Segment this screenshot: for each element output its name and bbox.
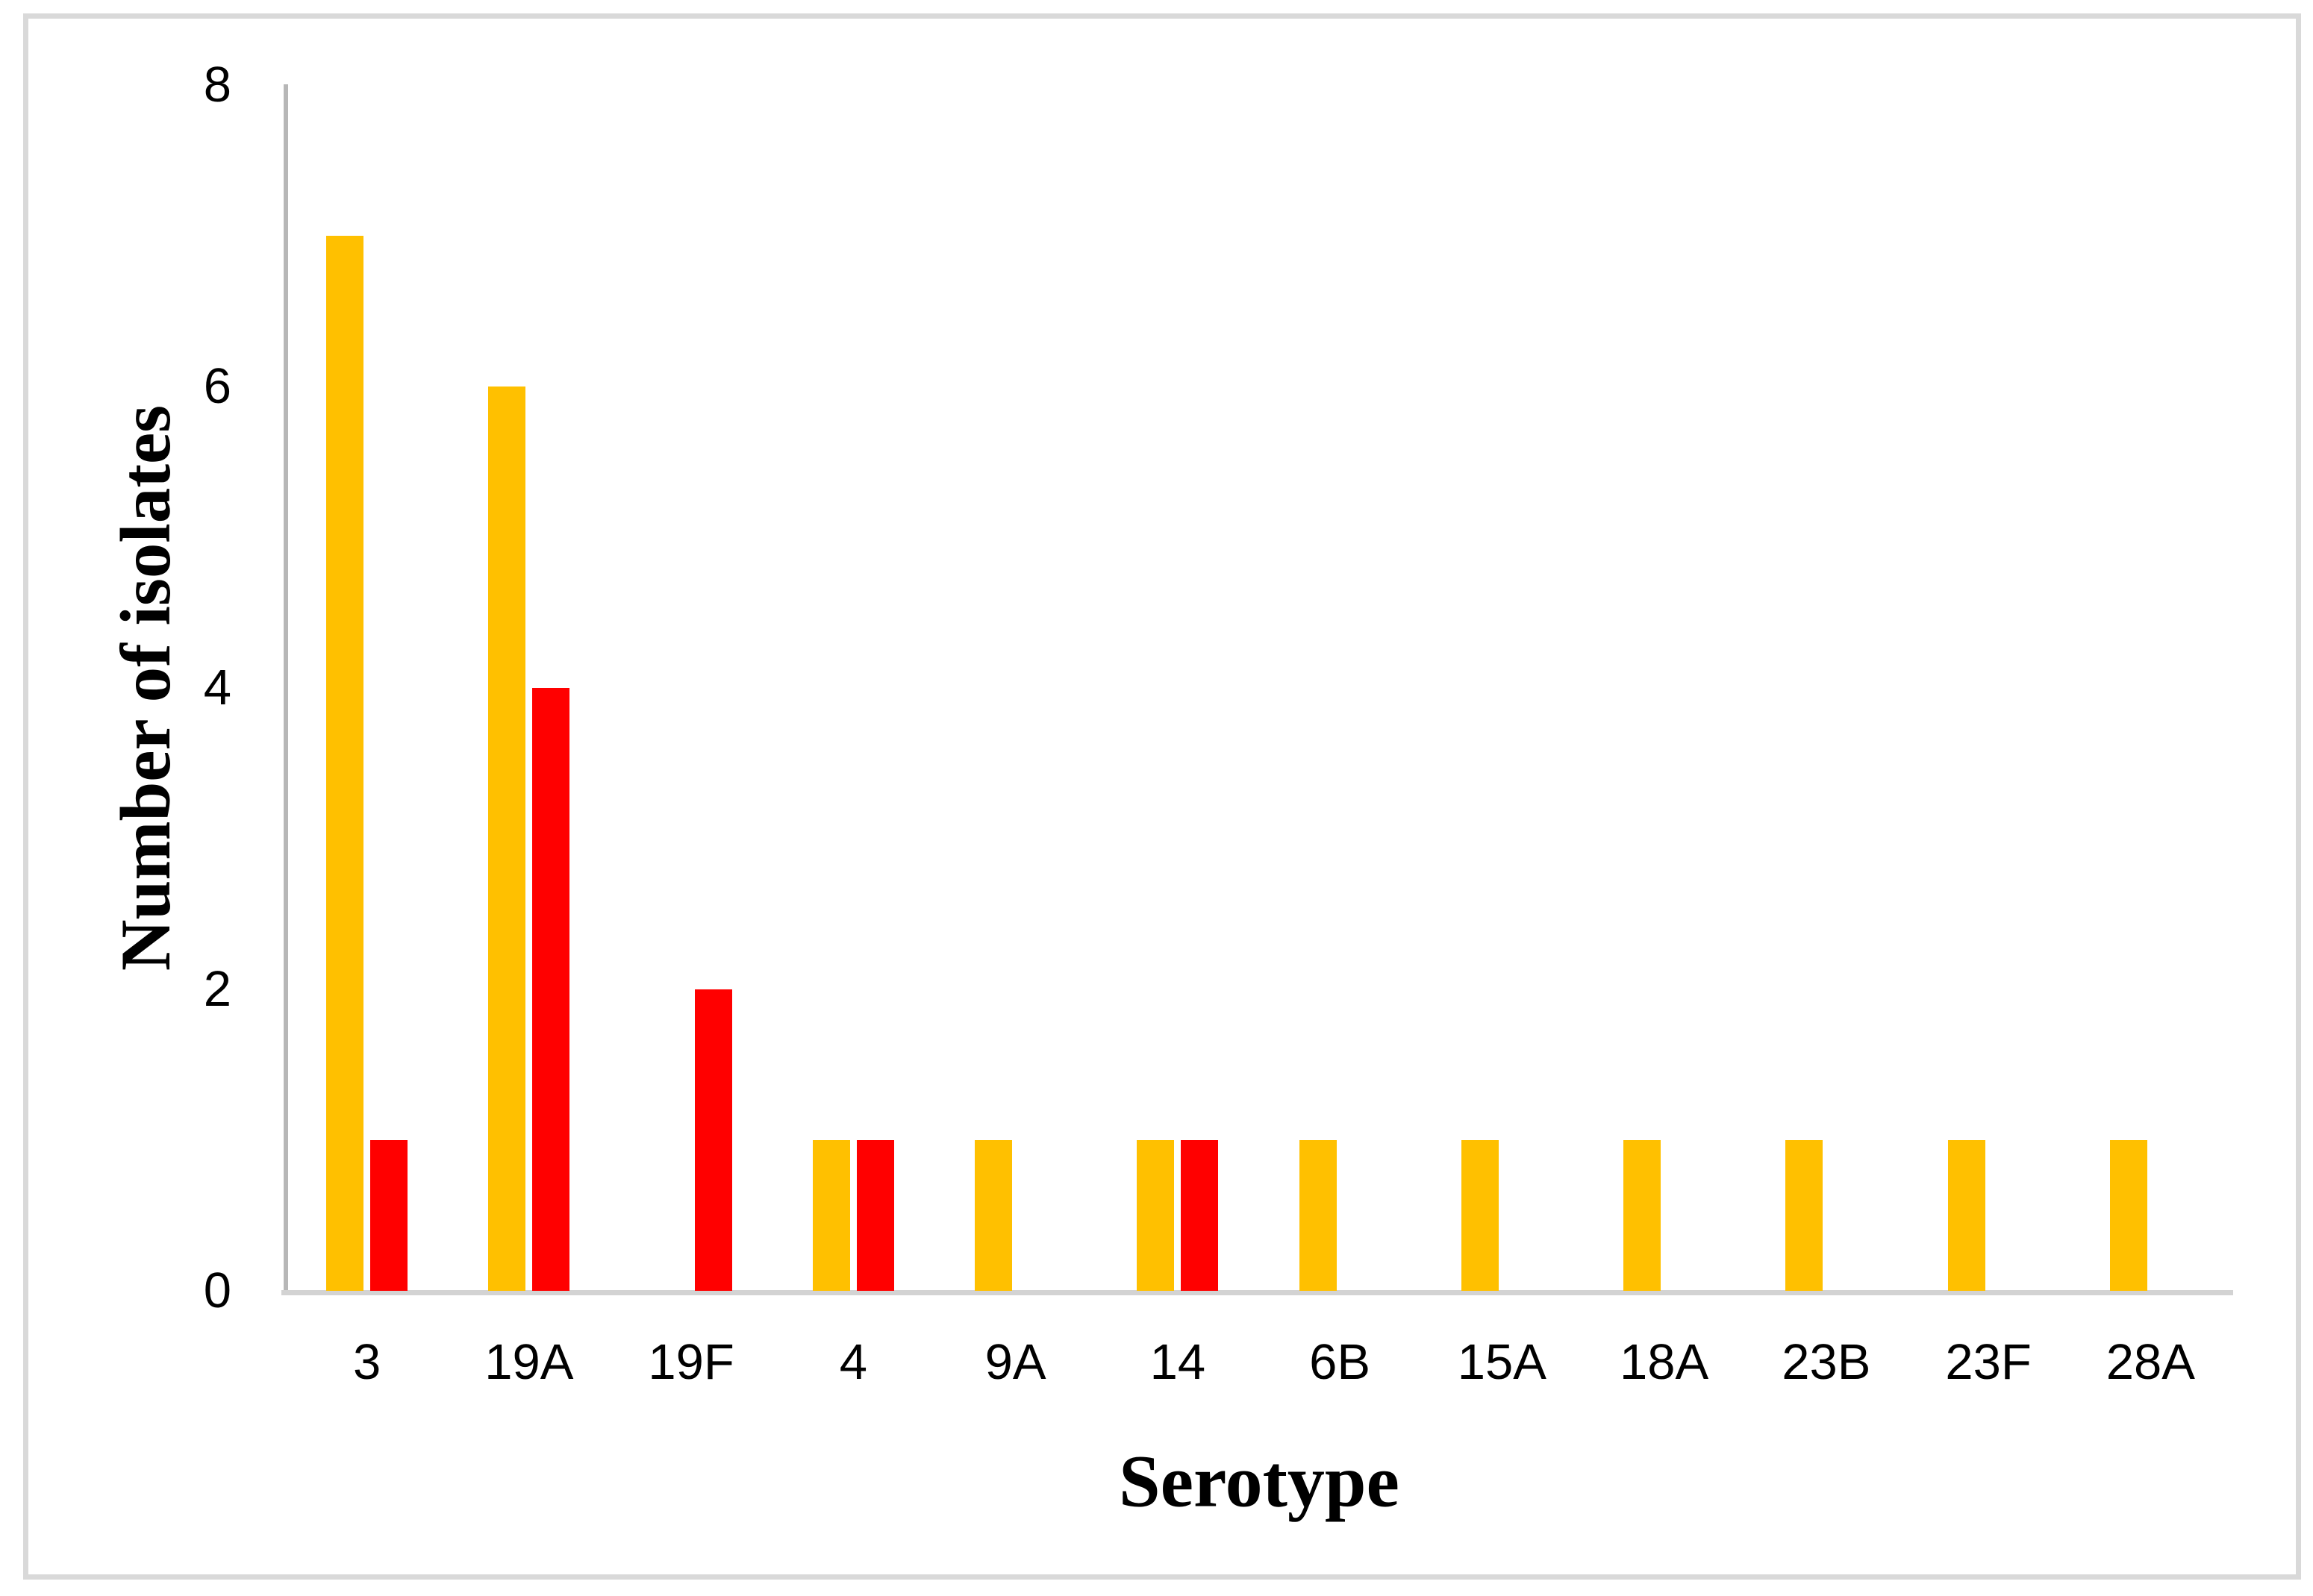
bar-series-2-3 <box>370 1140 408 1291</box>
bar-series-1-14 <box>1137 1140 1175 1291</box>
bar-series-1-9A <box>975 1140 1013 1291</box>
y-axis-line <box>284 84 288 1295</box>
bar-series-1-28A <box>2109 1140 2147 1291</box>
chart-border-frame <box>23 13 2301 1580</box>
x-tick-label-18A: 18A <box>1620 1334 1709 1390</box>
y-tick-label-6: 6 <box>203 358 231 414</box>
y-tick-label-4: 4 <box>203 660 231 716</box>
bar-series-1-19A <box>488 387 526 1291</box>
x-tick-label-14: 14 <box>1149 1334 1206 1390</box>
x-axis-title: Serotype <box>1119 1439 1399 1523</box>
x-tick-label-19F: 19F <box>648 1334 734 1390</box>
bar-series-1-23B <box>1785 1140 1823 1291</box>
x-axis-line <box>281 1290 2233 1295</box>
bar-series-1-3 <box>326 236 364 1291</box>
y-tick-label-2: 2 <box>203 961 231 1017</box>
x-tick-label-23F: 23F <box>1945 1334 2032 1390</box>
x-tick-label-4: 4 <box>839 1334 867 1390</box>
bar-series-1-4 <box>812 1140 850 1291</box>
x-tick-label-15A: 15A <box>1457 1334 1546 1390</box>
bar-series-1-18A <box>1623 1140 1661 1291</box>
bar-series-2-19A <box>532 688 570 1291</box>
x-tick-label-28A: 28A <box>2106 1334 2195 1390</box>
bar-series-1-15A <box>1461 1140 1499 1291</box>
bar-series-1-23F <box>1947 1140 1985 1291</box>
bar-series-2-14 <box>1181 1140 1219 1291</box>
bar-series-2-19F <box>694 989 732 1291</box>
bar-series-1-6B <box>1299 1140 1337 1291</box>
x-tick-label-6B: 6B <box>1309 1334 1371 1390</box>
y-tick-label-0: 0 <box>203 1262 231 1318</box>
x-tick-label-3: 3 <box>352 1334 381 1390</box>
bar-series-2-4 <box>856 1140 894 1291</box>
y-tick-label-8: 8 <box>203 57 231 113</box>
x-tick-label-19A: 19A <box>484 1334 574 1390</box>
x-tick-label-23B: 23B <box>1782 1334 1871 1390</box>
x-tick-label-9A: 9A <box>984 1334 1046 1390</box>
